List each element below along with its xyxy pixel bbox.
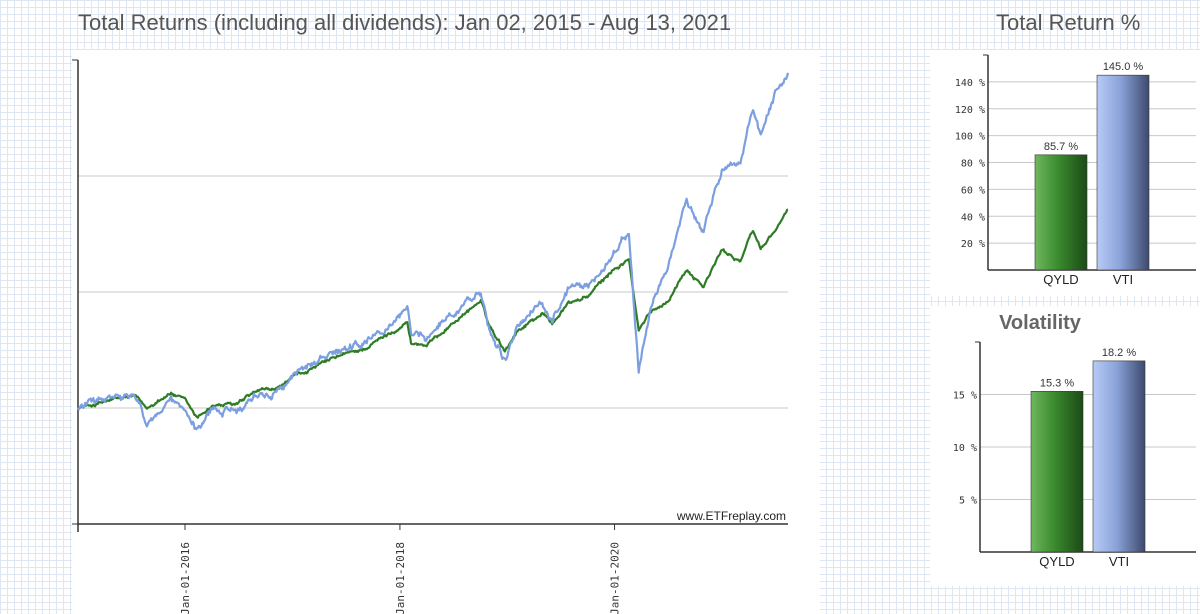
x-tick-label: Jan-01-2016	[179, 542, 192, 614]
x-tick-label: Jan-01-2018	[394, 542, 407, 614]
bar-vti	[1092, 360, 1146, 553]
bar-qyld	[1034, 154, 1088, 271]
volatility-bar-chart: Volatility 5 % 10 % 15 % 15.3 % QYLD 18.2 % VTI	[953, 312, 1196, 569]
bar-value-label: 145.0 %	[1103, 61, 1144, 73]
y-tick-label: 140 %	[955, 78, 985, 89]
bar-value-label: 85.7 %	[1044, 141, 1078, 153]
bar-vti	[1096, 74, 1150, 271]
y-tick-label: 15 %	[953, 391, 977, 402]
y-tick-label: 5 %	[959, 496, 977, 507]
volatility-bar-panel: Volatility 5 % 10 % 15 % 15.3 % QYLD 18.2 % VTI	[930, 306, 1200, 586]
bar-value-label: 15.3 %	[1040, 377, 1074, 389]
x-tick-label: Jan-01-2020	[609, 542, 622, 614]
y-tick-label: 20 %	[961, 239, 985, 250]
total-return-title: Total Return %	[996, 10, 1141, 35]
y-tick-label: 80 %	[961, 159, 985, 170]
y-tick-label: 60 %	[961, 185, 985, 196]
y-tick-label: 10 %	[953, 443, 977, 454]
series-line-qyld	[77, 208, 789, 419]
bar-value-label: 18.2 %	[1102, 347, 1136, 359]
line-chart-panel: $100,000$150,000$200,000Jan-01-2016Jan-0…	[72, 50, 820, 614]
x-category-label: VTI	[1113, 272, 1133, 287]
x-category-label: VTI	[1109, 554, 1129, 569]
volatility-title: Volatility	[999, 312, 1082, 334]
total-return-bar-chart: 20 % 40 % 60 % 80 % 100 % 120 % 140 % 85.7 % QYL…	[955, 54, 1196, 287]
line-chart: $100,000$150,000$200,000Jan-01-2016Jan-0…	[72, 59, 790, 614]
bar-qyld	[1030, 391, 1084, 553]
total-return-bar-panel: 20 % 40 % 60 % 80 % 100 % 120 % 140 % 85.7 % QYL…	[930, 50, 1200, 296]
series-line-vti	[77, 72, 790, 431]
y-tick-label: 120 %	[955, 105, 985, 116]
watermark: www.ETFreplay.com	[676, 509, 786, 523]
y-tick-label: 40 %	[961, 212, 985, 223]
x-category-label: QYLD	[1043, 272, 1078, 287]
main-chart-title: Total Returns (including all dividends):…	[78, 10, 732, 35]
y-tick-label: 100 %	[955, 132, 985, 143]
x-category-label: QYLD	[1039, 554, 1074, 569]
